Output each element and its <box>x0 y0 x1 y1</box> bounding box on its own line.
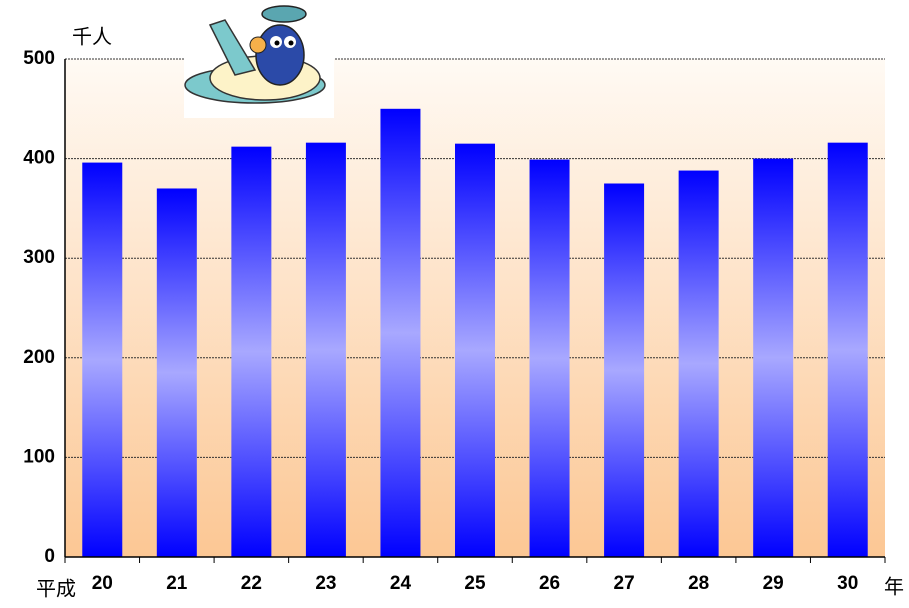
y-axis-label: 千人 <box>72 25 112 49</box>
x-tick-label: 26 <box>539 573 560 594</box>
plot <box>65 58 885 558</box>
bar <box>231 146 272 557</box>
y-tick-label: 400 <box>23 148 55 169</box>
x-tick-label: 24 <box>390 573 412 594</box>
y-tick-label: 300 <box>23 247 55 268</box>
y-tick-label: 0 <box>44 546 55 567</box>
x-suffix: 年 <box>884 575 904 599</box>
x-tick-label: 22 <box>241 573 262 594</box>
bar <box>678 170 719 557</box>
y-tick-label: 200 <box>23 347 55 368</box>
x-tick-label: 27 <box>614 573 635 594</box>
bar <box>82 162 123 558</box>
bar <box>455 143 495 557</box>
bar <box>305 142 346 557</box>
x-tick-label: 28 <box>688 573 709 594</box>
bar <box>753 158 794 557</box>
x-tick-label: 30 <box>837 573 858 594</box>
x-tick-label: 25 <box>464 573 486 594</box>
x-tick-label: 29 <box>763 573 784 594</box>
x-tick-label: 23 <box>315 573 336 594</box>
bar <box>529 159 570 557</box>
bar <box>827 142 868 557</box>
mascot <box>184 4 334 118</box>
x-tick-label: 20 <box>92 573 113 594</box>
bar <box>380 108 421 558</box>
x-tick-label: 21 <box>166 573 188 594</box>
bar <box>156 188 197 558</box>
x-prefix: 平成 <box>36 577 76 601</box>
y-tick-label: 100 <box>23 446 55 467</box>
bar <box>604 183 645 557</box>
y-tick-label: 500 <box>23 48 55 69</box>
